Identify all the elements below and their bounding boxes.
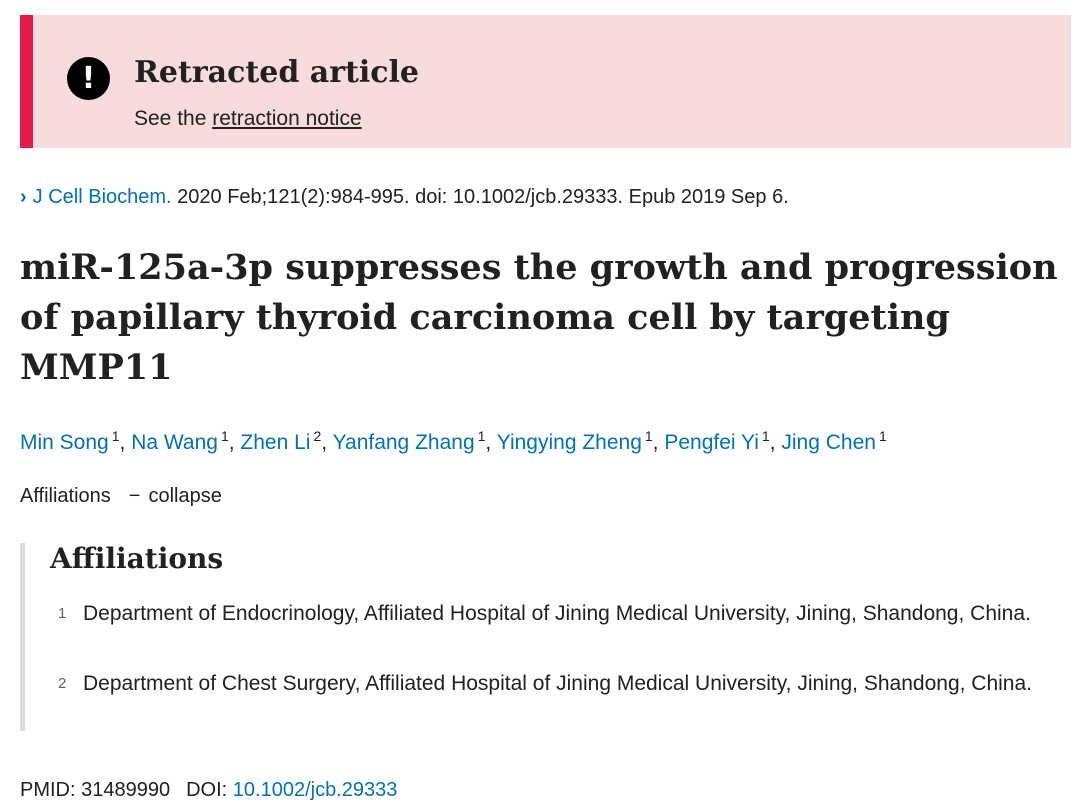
author-link[interactable]: Na Wang: [131, 431, 218, 454]
affiliations-panel: Affiliations 1 Department of Endocrinolo…: [20, 543, 1080, 731]
affiliations-toggle[interactable]: Affiliations − collapse: [20, 484, 222, 508]
exclamation-icon: !: [67, 57, 110, 100]
affiliation-number: 2: [58, 675, 67, 692]
author-affiliation-ref[interactable]: 1: [477, 428, 486, 444]
retraction-prefix: See the: [134, 107, 213, 130]
collapse-icon: −: [128, 485, 141, 507]
identifiers: PMID: 31489990 DOI: 10.1002/jcb.29333: [20, 778, 397, 802]
affiliation-text: Department of Endocrinology, Affiliated …: [83, 602, 1031, 625]
author-affiliation-ref[interactable]: 2: [313, 428, 322, 444]
collapse-label: collapse: [148, 485, 222, 507]
retraction-notice-link[interactable]: retraction notice: [212, 107, 362, 130]
author-link[interactable]: Jing Chen: [781, 431, 876, 454]
author-link[interactable]: Yanfang Zhang: [332, 431, 475, 454]
page-title: miR-125a-3p suppresses the growth and pr…: [20, 247, 1058, 388]
citation-details: 2020 Feb;121(2):984-995. doi: 10.1002/jc…: [171, 186, 789, 208]
retraction-subtitle: See the retraction notice: [134, 108, 362, 129]
retraction-banner: ! Retracted article See the retraction n…: [20, 15, 1071, 148]
author-link[interactable]: Yingying Zheng: [496, 431, 642, 454]
author-affiliation-ref[interactable]: 1: [111, 428, 120, 444]
citation: › J Cell Biochem. 2020 Feb;121(2):984-995…: [20, 185, 789, 209]
author-affiliation-ref[interactable]: 1: [878, 428, 887, 444]
pmid-label: PMID:: [20, 779, 82, 801]
affiliation-text: Department of Chest Surgery, Affiliated …: [83, 672, 1032, 695]
author-affiliation-ref[interactable]: 1: [220, 428, 229, 444]
retraction-title: Retracted article: [134, 55, 419, 90]
author-list: Min Song 1, Na Wang 1, Zhen Li 2, Yanfang Z…: [20, 428, 887, 454]
chevron-right-icon: ›: [20, 186, 27, 208]
author-link[interactable]: Pengfei Yi: [664, 431, 759, 454]
doi-link[interactable]: 10.1002/jcb.29333: [232, 779, 398, 801]
author-link[interactable]: Min Song: [20, 431, 109, 454]
author-link[interactable]: Zhen Li: [240, 431, 311, 454]
journal-link[interactable]: J Cell Biochem.: [32, 186, 172, 208]
author-affiliation-ref[interactable]: 1: [644, 428, 653, 444]
affiliations-heading: Affiliations: [50, 542, 224, 575]
doi-label: DOI:: [186, 779, 233, 801]
affiliation-number: 1: [58, 605, 67, 622]
affiliations-toggle-label: Affiliations: [20, 485, 111, 507]
pmid-value: 31489990: [81, 779, 171, 801]
author-affiliation-ref[interactable]: 1: [761, 428, 770, 444]
